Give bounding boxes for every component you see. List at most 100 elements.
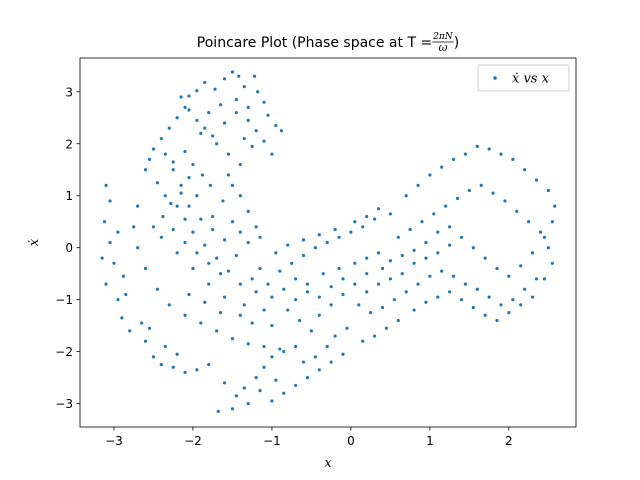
- scatter-point: [341, 292, 345, 297]
- scatter-point: [471, 246, 475, 250]
- scatter-point: [392, 298, 396, 302]
- scatter-point: [313, 246, 317, 250]
- scatter-point: [151, 225, 156, 229]
- scatter-point: [266, 113, 270, 117]
- scatter-point: [175, 116, 179, 120]
- x-axis-ticks: −3 −2 −1 0 1 2: [105, 427, 513, 448]
- scatter-point: [467, 188, 471, 193]
- scatter-point: [373, 334, 377, 338]
- scatter-point: [116, 230, 120, 234]
- scatter-point: [203, 80, 207, 85]
- scatter-point: [376, 251, 381, 255]
- scatter-point: [203, 300, 207, 304]
- scatter-point: [151, 147, 156, 151]
- scatter-point: [258, 235, 262, 239]
- scatter-point: [183, 217, 187, 221]
- scatter-point: [297, 318, 302, 323]
- scatter-point: [519, 264, 523, 268]
- scatter-point: [408, 227, 412, 232]
- scatter-point: [242, 136, 246, 141]
- scatter-point: [274, 251, 278, 255]
- scatter-point: [163, 194, 167, 198]
- scatter-point: [507, 311, 511, 315]
- scatter-point: [294, 344, 298, 349]
- scatter-point: [218, 272, 223, 276]
- scatter-point: [143, 339, 148, 343]
- scatter-point: [187, 204, 191, 208]
- scatter-point: [432, 212, 436, 216]
- scatter-point: [534, 277, 539, 281]
- scatter-point: [376, 207, 381, 211]
- chart-title-prefix: Poincare Plot (Phase space at T =: [197, 35, 432, 51]
- chart-title: Poincare Plot (Phase space at T = 2πN ω …: [197, 32, 459, 54]
- scatter-point: [373, 217, 377, 221]
- plot-area-frame: [79, 57, 577, 428]
- chart-legend: ẋ vs x: [477, 64, 570, 92]
- y-tick-label: −1: [55, 293, 73, 307]
- scatter-point: [448, 225, 452, 229]
- scatter-point: [199, 217, 203, 221]
- scatter-point: [301, 360, 306, 364]
- scatter-point: [175, 204, 179, 208]
- scatter-point: [463, 152, 468, 156]
- scatter-point: [279, 129, 283, 133]
- scatter-point: [523, 287, 527, 291]
- scatter-point: [207, 363, 211, 367]
- x-tick-label: −2: [184, 434, 202, 448]
- scatter-point: [124, 292, 128, 297]
- scatter-point: [463, 282, 468, 286]
- scatter-point: [215, 256, 219, 260]
- scatter-point: [183, 149, 187, 154]
- scatter-point: [400, 272, 404, 276]
- scatter-point: [337, 266, 341, 271]
- scatter-point: [191, 162, 195, 167]
- scatter-point: [179, 95, 183, 99]
- scatter-point: [451, 157, 456, 161]
- scatter-point: [507, 274, 511, 278]
- scatter-point: [542, 235, 547, 239]
- scatter-point: [542, 277, 547, 281]
- scatter-point: [254, 290, 258, 294]
- scatter-point: [523, 168, 527, 172]
- scatter-point: [171, 227, 175, 232]
- scatter-point: [183, 370, 187, 375]
- scatter-point: [353, 261, 357, 265]
- scatter-point: [167, 126, 171, 130]
- scatter-point: [254, 376, 258, 380]
- scatter-point: [270, 399, 274, 403]
- scatter-point: [155, 287, 159, 291]
- chart-title-fraction-denominator: ω: [438, 41, 447, 54]
- scatter-point: [143, 168, 148, 172]
- scatter-point: [459, 298, 464, 302]
- scatter-point: [262, 344, 266, 349]
- scatter-point: [270, 355, 274, 359]
- scatter-point: [104, 282, 108, 286]
- scatter-point: [262, 139, 266, 143]
- scatter-point: [159, 136, 163, 141]
- scatter-point: [163, 344, 167, 349]
- scatter-point: [519, 303, 523, 307]
- scatter-point: [195, 89, 199, 93]
- scatter-point: [250, 321, 254, 325]
- scatter-point: [120, 316, 124, 320]
- scatter-point: [546, 246, 550, 250]
- scatter-point: [278, 347, 282, 351]
- scatter-point: [282, 391, 286, 395]
- scatter-point: [459, 235, 464, 239]
- scatter-point: [234, 110, 238, 115]
- scatter-point: [286, 308, 290, 312]
- scatter-point: [553, 204, 557, 208]
- scatter-point: [333, 334, 337, 338]
- scatter-point: [388, 259, 392, 263]
- scatter-point: [159, 363, 163, 367]
- scatter-point: [222, 121, 227, 125]
- scatter-point: [234, 97, 238, 102]
- scatter-point: [226, 173, 231, 177]
- scatter-point: [376, 282, 381, 286]
- scatter-point: [309, 329, 314, 333]
- scatter-point: [203, 243, 207, 247]
- scatter-point: [550, 261, 554, 265]
- scatter-point: [262, 100, 266, 104]
- scatter-point: [416, 282, 420, 286]
